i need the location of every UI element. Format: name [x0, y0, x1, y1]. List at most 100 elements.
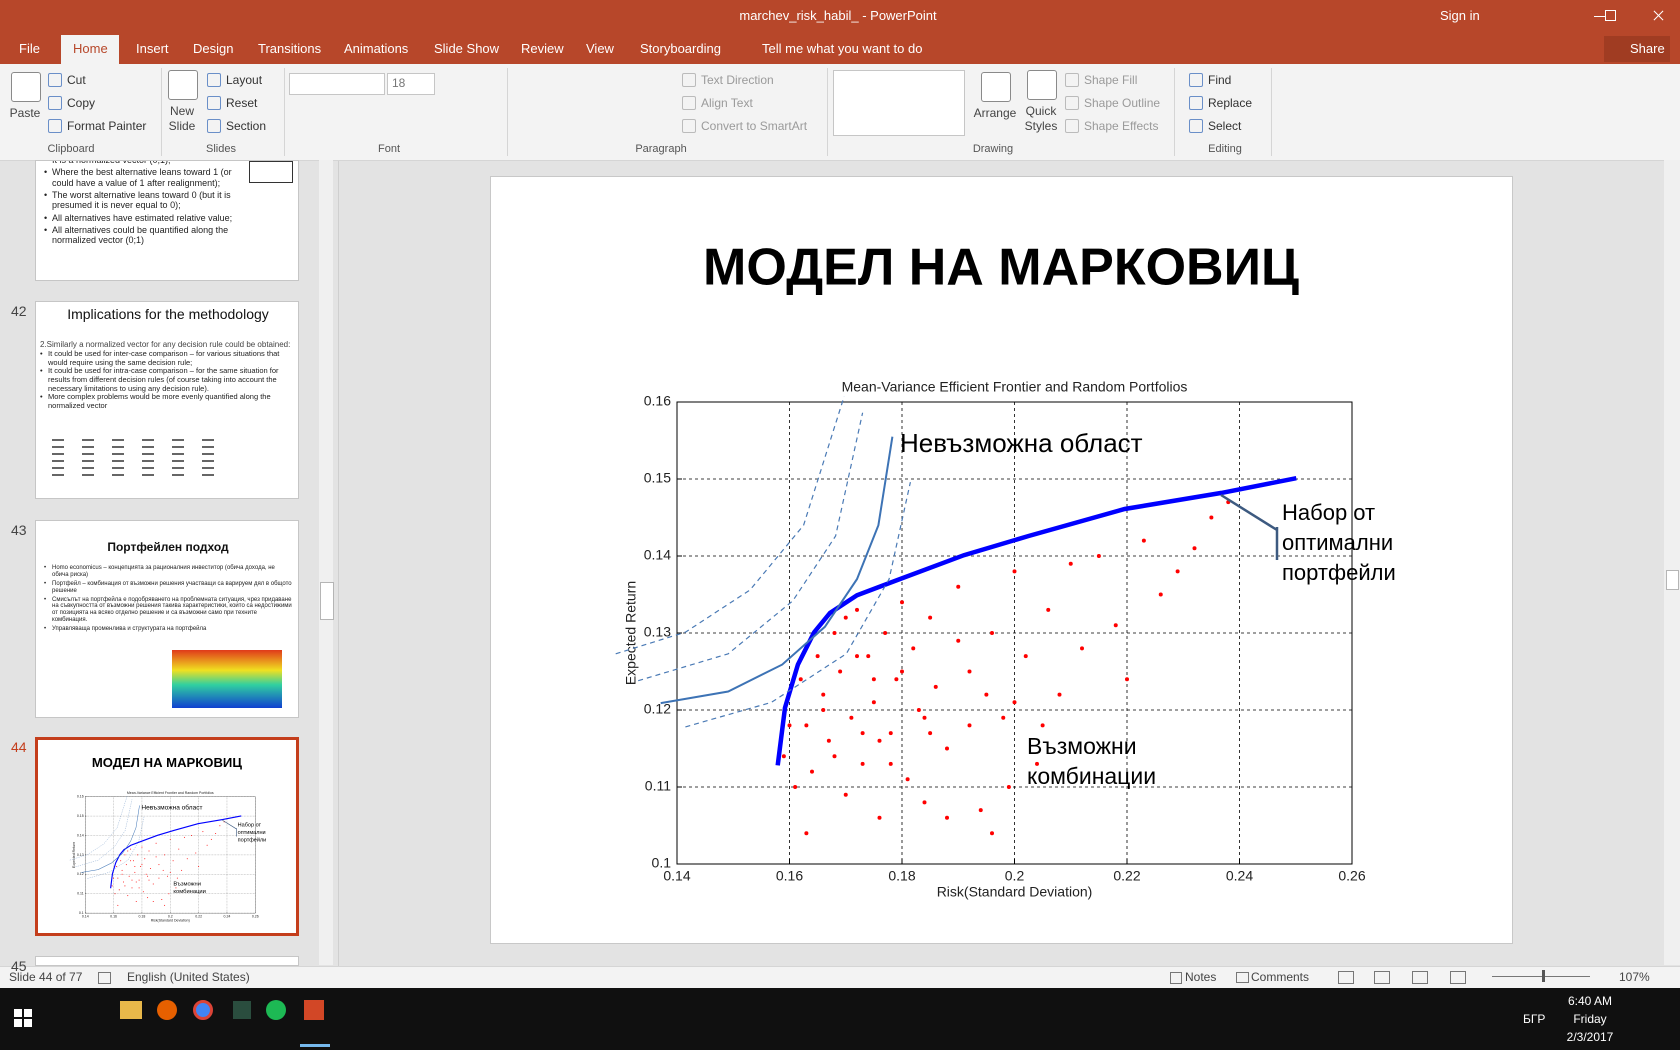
active-app-indicator [300, 1044, 330, 1047]
sign-in[interactable]: Sign in [1440, 8, 1480, 23]
ribbon-button[interactable]: Section [226, 119, 267, 133]
portfolio-point [967, 669, 972, 674]
ribbon-tab[interactable]: Animations [344, 41, 409, 56]
input-language[interactable]: БГР [1523, 1012, 1546, 1026]
portfolio-point [124, 885, 126, 887]
ribbon-button[interactable]: Select [1208, 119, 1242, 133]
indifference-curve [75, 799, 133, 868]
clock-day[interactable]: Friday [1573, 1012, 1607, 1026]
slide-thumbnail[interactable]: МОДЕЛ НА МАРКОВИЦ Mean-Variance Efficient… [35, 737, 299, 936]
thumbnail-table-row [52, 439, 222, 441]
ribbon-tab[interactable]: Transitions [258, 41, 322, 56]
portfolio-point [900, 669, 904, 674]
portfolio-point [1057, 692, 1062, 697]
ribbon-button[interactable]: New Slide [168, 104, 196, 133]
portfolio-point [871, 677, 876, 682]
start-button[interactable] [14, 1009, 22, 1017]
thumbnail-text: 2.Similarly a normalized vector for any … [40, 340, 291, 349]
ribbon-button[interactable]: Quick Styles [1024, 104, 1058, 133]
portfolio-point [804, 831, 809, 836]
shapes-gallery[interactable] [833, 70, 965, 136]
ribbon-button[interactable]: Copy [67, 96, 96, 110]
portfolio-point [219, 825, 221, 827]
portfolio-point [781, 754, 786, 759]
ribbon-button[interactable]: Convert to SmartArt [701, 119, 808, 133]
portfolio-point [787, 723, 792, 728]
portfolio-point [183, 836, 185, 838]
ribbon-tab[interactable]: Storyboarding [640, 41, 721, 56]
font-size[interactable]: 18 [392, 76, 406, 90]
ribbon-icon [48, 96, 62, 110]
font-size-box[interactable] [387, 73, 435, 95]
language-status[interactable]: English (United States) [127, 970, 250, 984]
ribbon-tab[interactable]: File [19, 41, 40, 56]
panel-scrollbar[interactable] [319, 160, 333, 965]
ribbon-group-label: Slides [206, 143, 236, 155]
view-button[interactable] [1374, 971, 1390, 984]
ribbon-button[interactable]: Cut [67, 73, 86, 87]
zoom-thumb[interactable] [1542, 970, 1545, 982]
ribbon-button[interactable]: Shape Fill [1084, 73, 1138, 87]
ribbon-button-icon [1027, 70, 1057, 100]
restore-button[interactable] [1605, 10, 1616, 21]
portfolio-point [990, 631, 994, 635]
portfolio-point [1023, 654, 1028, 659]
ribbon-tab[interactable]: View [586, 41, 614, 56]
annotation: Набор от [1282, 500, 1375, 525]
ribbon-button[interactable]: Text Direction [701, 73, 774, 87]
tell-me-search[interactable]: Tell me what you want to do [762, 41, 923, 56]
y-tick-label: 0.15 [644, 470, 671, 486]
slide-thumbnail[interactable]: It is a normalized vector (0;1);Where th… [35, 160, 299, 281]
ribbon-tab[interactable]: Slide Show [434, 41, 500, 56]
ribbon-button[interactable]: Find [1208, 73, 1232, 87]
ribbon-button[interactable]: Shape Effects [1084, 119, 1159, 133]
slide-thumbnail[interactable]: Implications for the methodology 2.Simila… [35, 301, 299, 499]
app-icon[interactable] [233, 1001, 251, 1019]
title-bar [0, 0, 1680, 64]
explorer-icon[interactable] [120, 1001, 142, 1019]
zoom-level[interactable]: 107% [1619, 970, 1650, 984]
notes-button[interactable]: Notes [1185, 970, 1217, 984]
spotify-icon[interactable] [266, 1000, 286, 1020]
ribbon-button[interactable]: Shape Outline [1084, 96, 1161, 110]
zoom-slider[interactable] [1492, 976, 1590, 977]
firefox-icon[interactable] [157, 1000, 177, 1020]
slide-thumbnail[interactable] [35, 956, 299, 966]
view-button[interactable] [1412, 971, 1428, 984]
ribbon-button[interactable]: Replace [1208, 96, 1253, 110]
main-scrollbar[interactable] [1664, 160, 1680, 965]
ribbon-button[interactable]: Layout [226, 73, 263, 87]
main-scroll-thumb[interactable] [1666, 570, 1679, 590]
slide-thumbnail[interactable]: Портфейлен подход Homo economicus – конце… [35, 520, 299, 718]
x-tick-label: 0.14 [663, 868, 690, 884]
portfolio-point [195, 852, 197, 854]
ribbon-tab[interactable]: Design [193, 41, 234, 56]
comments-button[interactable]: Comments [1251, 970, 1310, 984]
notes-icon [1170, 972, 1182, 984]
spell-check-icon [98, 972, 111, 984]
minimize-button[interactable] [1594, 16, 1605, 17]
ribbon-tab[interactable]: Review [521, 41, 564, 56]
ribbon-button[interactable]: Arrange [973, 106, 1017, 120]
portfolio-point [1040, 723, 1045, 728]
plot-area [676, 401, 1353, 865]
powerpoint-icon[interactable] [304, 1000, 324, 1020]
chrome-icon[interactable] [193, 1000, 213, 1020]
ribbon-tab[interactable]: Insert [136, 41, 169, 56]
x-tick-label: 0.24 [224, 914, 231, 918]
clock-date[interactable]: 2/3/2017 [1566, 1030, 1614, 1044]
ribbon-tab[interactable]: Home [73, 41, 108, 56]
font-name-box[interactable] [289, 73, 385, 95]
ribbon-button-icon [981, 72, 1011, 102]
ribbon-button[interactable]: Align Text [701, 96, 753, 110]
clock-time[interactable]: 6:40 AM [1567, 994, 1613, 1008]
view-button[interactable] [1338, 971, 1354, 984]
ribbon-button[interactable]: Format Painter [67, 119, 147, 133]
ribbon-button[interactable]: Paste [9, 106, 41, 120]
share-button[interactable]: Share [1630, 41, 1665, 56]
view-button[interactable] [1450, 971, 1466, 984]
panel-scroll-thumb[interactable] [320, 582, 334, 620]
ribbon-button[interactable]: Reset [226, 96, 258, 110]
portfolio-point [922, 800, 927, 805]
group-separator [1174, 68, 1175, 156]
